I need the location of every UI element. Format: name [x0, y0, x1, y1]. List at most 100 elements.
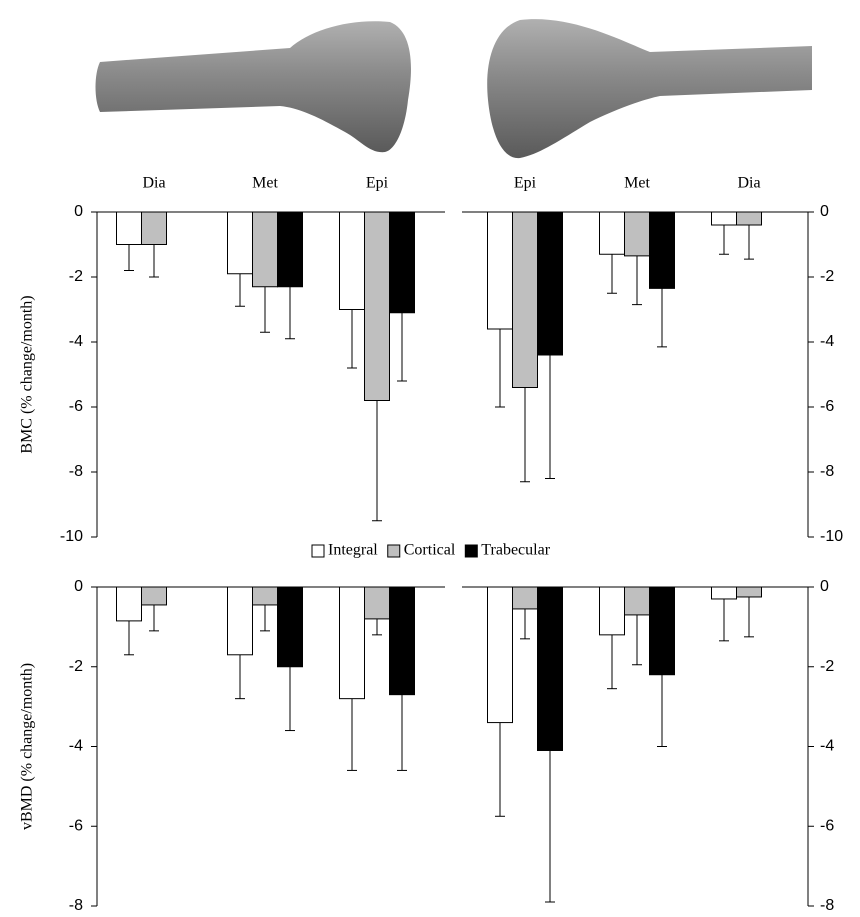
y-tick-label: -8	[69, 463, 83, 480]
error-bar	[495, 723, 505, 817]
bar	[142, 587, 167, 605]
error-bar	[285, 287, 295, 339]
error-bar	[260, 287, 270, 333]
bar	[712, 212, 737, 225]
bar	[712, 587, 737, 599]
y-tick-label: -4	[69, 333, 83, 350]
legend-label: Integral	[328, 542, 378, 559]
y-tick-label: -2	[69, 268, 83, 285]
y-tick-label: -8	[69, 897, 83, 914]
bar	[600, 587, 625, 635]
bar	[117, 587, 142, 621]
bar	[228, 587, 253, 655]
page: {"chart_data": [ {"type": "bar", "y_labe…	[0, 0, 860, 917]
error-bar	[495, 329, 505, 407]
error-bar	[124, 245, 134, 271]
bar	[737, 587, 762, 597]
bar	[600, 212, 625, 254]
error-bar	[347, 310, 357, 369]
error-bar	[657, 288, 667, 347]
y-tick-label: 0	[74, 578, 83, 595]
bar	[390, 212, 415, 313]
bar	[737, 212, 762, 225]
legend-swatch	[312, 545, 324, 557]
error-bar	[545, 750, 555, 902]
error-bar	[607, 254, 617, 293]
y-tick-label: 0	[74, 203, 83, 220]
bar	[513, 212, 538, 388]
error-bar	[149, 605, 159, 631]
error-bar	[260, 605, 270, 631]
bar	[650, 587, 675, 675]
bar	[650, 212, 675, 288]
bar	[538, 587, 563, 750]
legend-label: Trabecular	[481, 542, 550, 559]
bar	[488, 212, 513, 329]
bar	[253, 587, 278, 605]
error-bar	[124, 621, 134, 655]
bar	[228, 212, 253, 274]
category-label: Met	[624, 175, 650, 192]
error-bar	[719, 599, 729, 641]
plot-area: 0 0 -2 -2 -4 -4 -6 -6 -8 -8 -10 -10 BMC (% change/mo…	[19, 175, 844, 915]
error-bar	[235, 274, 245, 307]
y-tick-label: -6	[69, 398, 83, 415]
error-bar	[372, 619, 382, 635]
bone-illustration	[96, 19, 813, 158]
category-label: Epi	[366, 175, 389, 192]
error-bar	[149, 245, 159, 278]
y-tick-label-right: -6	[820, 817, 834, 834]
y-tick-label-right: -4	[820, 333, 834, 350]
category-label: Dia	[737, 175, 760, 192]
error-bar	[347, 699, 357, 771]
figure: 0 0 -2 -2 -4 -4 -6 -6 -8 -8 -10 -10 BMC (% change/mo…	[0, 0, 860, 917]
error-bar	[285, 667, 295, 731]
category-label: Epi	[514, 175, 537, 192]
category-label: Met	[252, 175, 278, 192]
bar	[253, 212, 278, 287]
bar	[390, 587, 415, 695]
legend-swatch	[388, 545, 400, 557]
y-axis-title: BMC (% change/month)	[19, 295, 36, 453]
bar	[365, 212, 390, 401]
error-bar	[744, 225, 754, 259]
bar	[340, 587, 365, 699]
bar	[365, 587, 390, 619]
error-bar	[632, 256, 642, 305]
error-bar	[545, 355, 555, 479]
bar	[538, 212, 563, 355]
y-tick-label: -4	[69, 738, 83, 755]
error-bar	[632, 615, 642, 665]
error-bar	[744, 597, 754, 637]
y-tick-label-right: -2	[820, 268, 834, 285]
y-tick-label: -10	[60, 528, 83, 545]
error-bar	[520, 388, 530, 482]
y-tick-label-right: -8	[820, 897, 834, 914]
error-bar	[657, 675, 667, 747]
bar	[340, 212, 365, 310]
error-bar	[607, 635, 617, 689]
y-tick-label-right: -10	[820, 528, 843, 545]
error-bar	[397, 695, 407, 771]
y-tick-label: -2	[69, 658, 83, 675]
error-bar	[397, 313, 407, 381]
y-tick-label-right: -2	[820, 658, 834, 675]
y-tick-label: -6	[69, 817, 83, 834]
bar	[117, 212, 142, 245]
y-tick-label-right: 0	[820, 203, 829, 220]
error-bar	[520, 609, 530, 639]
y-tick-label-right: -4	[820, 738, 834, 755]
error-bar	[372, 401, 382, 521]
bar	[625, 587, 650, 615]
bar	[278, 587, 303, 667]
y-axis-title: vBMD (% change/month)	[19, 663, 36, 830]
bar	[278, 212, 303, 287]
y-tick-label-right: 0	[820, 578, 829, 595]
bar	[513, 587, 538, 609]
y-tick-label-right: -8	[820, 463, 834, 480]
error-bar	[235, 655, 245, 699]
error-bar	[719, 225, 729, 254]
bar	[142, 212, 167, 245]
legend-label: Cortical	[404, 542, 456, 559]
legend-swatch	[465, 545, 477, 557]
